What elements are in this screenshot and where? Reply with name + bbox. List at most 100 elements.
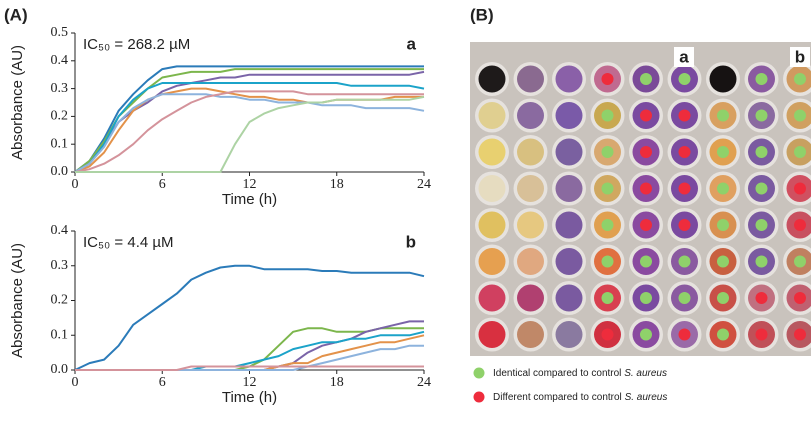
well-dot (678, 328, 691, 341)
x-tick-label: 12 (243, 375, 257, 390)
well-dot (717, 109, 729, 122)
well-dot (601, 328, 614, 341)
well (478, 65, 506, 93)
well-dot (717, 292, 729, 304)
well (478, 284, 506, 312)
well (478, 211, 506, 239)
well-dot (794, 219, 806, 231)
well-dot (755, 219, 768, 231)
well (478, 102, 506, 129)
plate-label-bg (790, 47, 810, 67)
well-dot (794, 73, 806, 85)
well (555, 248, 583, 275)
panel-label: (A) (4, 5, 28, 24)
panel-annotation: b (406, 232, 416, 251)
well-dot (794, 292, 806, 304)
x-tick-label: 24 (417, 375, 431, 390)
x-tick-label: 24 (417, 177, 431, 192)
well (517, 248, 544, 275)
y-axis-label: Absorbance (AU) (9, 45, 26, 160)
x-axis-label: Time (h) (222, 389, 277, 406)
data-line (74, 90, 424, 173)
y-tick-label: 0.0 (51, 362, 69, 377)
well-dot (678, 109, 691, 122)
x-tick-label: 6 (159, 375, 166, 390)
well-dot (601, 73, 614, 85)
x-axis-label: Time (h) (222, 191, 277, 208)
data-line (75, 95, 425, 173)
y-tick-label: 0.2 (51, 293, 69, 308)
y-tick-label: 0.4 (51, 223, 69, 238)
well (517, 102, 544, 129)
legend-text: Identical compared to control (493, 368, 624, 379)
well-dot (640, 328, 652, 341)
x-tick-label: 18 (330, 375, 344, 390)
well-dot (755, 146, 768, 158)
well-dot (601, 219, 614, 231)
data-line (74, 264, 425, 371)
well-dot (601, 146, 614, 158)
plate-label-bg (674, 47, 694, 67)
well (555, 65, 583, 93)
well (555, 321, 583, 348)
plate-label: b (795, 47, 805, 66)
well-dot (717, 182, 729, 195)
well-dot (794, 255, 806, 268)
legend-species: S. aureus (624, 368, 667, 379)
well-dot (755, 73, 768, 85)
y-axis-label: Absorbance (AU) (9, 243, 26, 358)
well-dot (794, 109, 806, 122)
y-tick-label: 0.5 (51, 25, 69, 40)
panel-annotation: a (407, 34, 417, 53)
legend-species: S. aureus (625, 392, 668, 403)
chart-title: IC₅₀ = 268.2 µM (83, 36, 190, 53)
y-tick-label: 0.0 (51, 164, 69, 179)
panel-label: (B) (470, 5, 494, 24)
well (555, 175, 583, 202)
data-line (74, 68, 424, 173)
data-line (75, 365, 424, 371)
well (478, 248, 506, 275)
well-dot (601, 182, 614, 195)
well (555, 284, 583, 312)
well (517, 175, 544, 202)
well-dot (794, 146, 806, 158)
legend-text: Different compared to control (493, 392, 625, 403)
data-line (74, 65, 424, 173)
well-dot (640, 182, 652, 195)
well-dot (640, 255, 652, 268)
well-dot (640, 109, 652, 122)
well (555, 211, 583, 239)
well-dot (717, 219, 729, 231)
well-dot (678, 255, 691, 268)
legend-label: Identical compared to control S. aureus (493, 368, 667, 379)
well (555, 138, 583, 166)
well-dot (755, 109, 768, 122)
plate-label: a (679, 47, 689, 66)
well-dot (678, 292, 691, 304)
well-dot (678, 182, 691, 195)
well-dot (640, 219, 652, 231)
y-tick-label: 0.2 (51, 109, 69, 124)
well (478, 138, 506, 166)
legend-swatch (473, 391, 485, 403)
data-line (75, 334, 425, 371)
well (517, 211, 544, 239)
well (555, 102, 583, 129)
y-tick-label: 0.1 (51, 136, 69, 151)
y-tick-label: 0.3 (51, 258, 69, 273)
data-line (74, 93, 425, 173)
y-tick-label: 0.4 (51, 53, 69, 68)
well-dot (640, 146, 652, 158)
well-dot (678, 219, 691, 231)
x-tick-label: 0 (72, 375, 79, 390)
x-tick-label: 12 (243, 177, 257, 192)
well-dot (640, 73, 652, 85)
well-dot (678, 146, 691, 158)
x-tick-label: 0 (72, 177, 79, 192)
y-tick-label: 0.3 (51, 81, 69, 96)
well-dot (717, 328, 729, 341)
well (517, 65, 544, 93)
x-tick-label: 18 (330, 177, 344, 192)
